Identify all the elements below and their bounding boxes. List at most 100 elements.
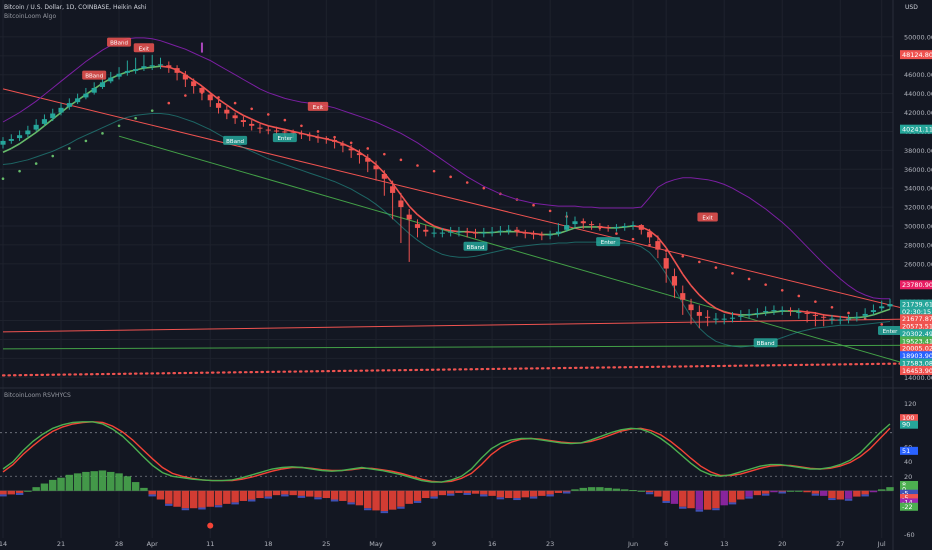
trail-stop-dot: [615, 232, 618, 235]
candle-body: [166, 65, 172, 68]
price-tick-label: 30000.00: [904, 223, 932, 231]
trend-ma-segment: [209, 92, 220, 100]
time-tick-label: 27: [836, 540, 844, 548]
candle-body: [58, 107, 64, 113]
osc-histogram-bar: [786, 490, 795, 492]
trail-stop-dot: [150, 109, 154, 112]
osc-histogram-bar: [198, 490, 206, 508]
osc-histogram-bar: [148, 490, 156, 495]
trend-ma-segment: [732, 313, 741, 316]
indicator-title[interactable]: BitcoinLoom Algo: [4, 13, 57, 20]
trail-stop-dot: [349, 141, 353, 145]
candle-body: [779, 310, 785, 312]
osc-histogram-bar: [239, 490, 248, 501]
signal-tag-text: Exit: [313, 105, 324, 111]
price-label-text: 20302.49: [902, 330, 932, 338]
candle: [166, 61, 172, 73]
osc-histogram-bar: [156, 490, 165, 500]
signal-tag-text: Exit: [702, 215, 713, 221]
price-label: 02:30:15: [900, 306, 932, 316]
osc-label: 90: [900, 420, 918, 429]
price-label-text: 18903.90: [902, 352, 932, 360]
osc-histogram-bar: [322, 490, 331, 499]
osc-histogram-bar: [463, 490, 471, 493]
candle-body: [514, 229, 520, 232]
candle-body: [887, 304, 893, 307]
price-label: 20302.49: [900, 329, 932, 339]
candle: [464, 227, 470, 238]
time-axis[interactable]: 142128Apr111825May91623Jun6132027Jul11: [0, 540, 932, 548]
trail-stop-dot: [698, 260, 701, 264]
candle: [207, 92, 213, 107]
oscillator-title[interactable]: BitcoinLoom RSVHYCS: [4, 392, 71, 399]
trendline: [2, 318, 932, 333]
trend-ma-segment: [243, 114, 253, 120]
candle: [663, 252, 669, 283]
candle: [348, 144, 354, 158]
candle-body: [315, 137, 321, 139]
candle: [705, 310, 711, 327]
osc-histogram-cap: [214, 505, 223, 508]
candle: [191, 78, 197, 94]
osc-histogram-bar: [753, 490, 762, 496]
candle-body: [622, 226, 628, 227]
osc-histogram-bar: [165, 490, 173, 504]
candle-body: [613, 226, 620, 228]
price-tick-label: 44000.00: [904, 90, 932, 98]
osc-histogram-cap: [480, 494, 488, 497]
candle: [887, 298, 893, 310]
trail-stop-dot: [366, 147, 370, 150]
price-tick-label: 38000.00: [904, 147, 932, 155]
trend-ma-segment: [773, 310, 783, 313]
osc-histogram-cap: [844, 498, 853, 501]
osc-histogram-bar: [596, 487, 604, 491]
price-label: 48124.80: [900, 50, 932, 60]
osc-histogram-bar: [131, 482, 140, 491]
signal-tag-text: BBand: [110, 41, 128, 47]
osc-histogram-bar: [455, 490, 463, 493]
trend-ma-segment: [574, 226, 584, 229]
price-tick-label: 46000.00: [904, 71, 932, 79]
osc-label: -14: [900, 498, 918, 507]
candle-body: [332, 139, 338, 142]
candle-body: [17, 135, 23, 139]
signal-tag: BBand: [463, 241, 488, 251]
osc-histogram-bar: [745, 490, 753, 497]
candle-body: [116, 73, 122, 77]
candle-body: [340, 143, 346, 146]
osc-histogram-bar: [811, 490, 820, 494]
symbol-title[interactable]: Bitcoin / U.S. Dollar, 1D, COINBASE, Hei…: [4, 4, 147, 11]
price-label-bg: [900, 299, 932, 309]
trend-ma-segment: [450, 229, 460, 233]
candle: [622, 223, 628, 231]
candle-body: [854, 316, 860, 318]
osc-histogram-bar: [123, 476, 132, 491]
osc-label-bg: [900, 480, 918, 489]
candle: [265, 125, 271, 135]
candle-body: [215, 103, 222, 108]
candle-body: [124, 70, 130, 73]
trail-stop-dot: [134, 116, 137, 120]
oscillator-pane[interactable]: [0, 421, 894, 529]
time-tick-label: 25: [322, 540, 330, 548]
osc-histogram-bar: [430, 490, 438, 497]
candle: [572, 216, 578, 228]
osc-histogram-bar: [645, 490, 654, 493]
price-label: 20005.02: [900, 343, 932, 353]
signal-tag-text: Exit: [139, 46, 150, 52]
candle-body: [862, 313, 868, 316]
trail-stop-dot: [681, 254, 685, 258]
candle: [821, 313, 827, 327]
candles[interactable]: [0, 54, 893, 329]
signal-tag-text: BBand: [467, 245, 485, 251]
osc-extreme-dot: [207, 522, 214, 529]
osc-histogram-bar: [819, 490, 828, 496]
candle: [356, 149, 363, 164]
price-axis[interactable]: 50000.0048000.0046000.0044000.0042000.00…: [900, 33, 932, 382]
trend-ma-segment: [840, 315, 849, 319]
candle: [439, 227, 445, 238]
price-label-bg: [900, 124, 932, 134]
osc-histogram-bar: [554, 490, 563, 493]
